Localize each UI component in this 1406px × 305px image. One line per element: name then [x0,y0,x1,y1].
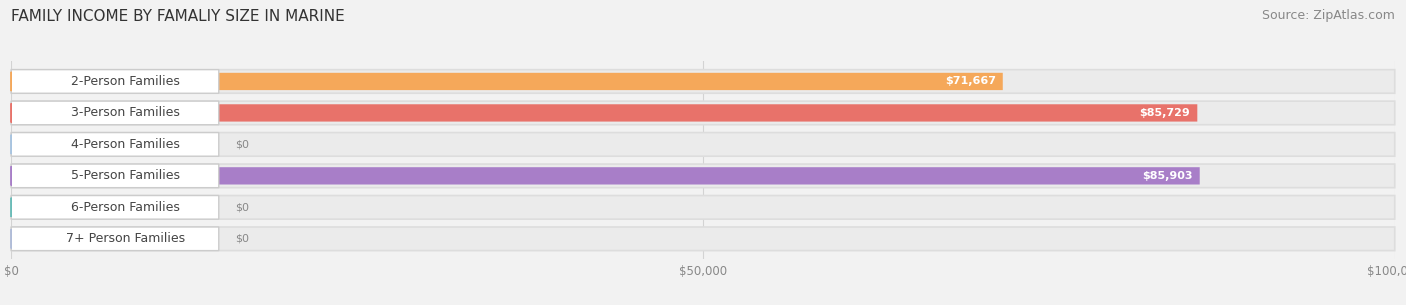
FancyBboxPatch shape [11,70,1395,93]
Text: Source: ZipAtlas.com: Source: ZipAtlas.com [1261,9,1395,22]
Text: $0: $0 [235,139,249,149]
Text: $71,667: $71,667 [945,77,995,86]
Text: $0: $0 [235,234,249,244]
FancyBboxPatch shape [11,101,1395,125]
FancyBboxPatch shape [11,227,1395,251]
FancyBboxPatch shape [11,196,219,219]
FancyBboxPatch shape [11,104,1198,122]
Text: 7+ Person Families: 7+ Person Families [66,232,186,245]
FancyBboxPatch shape [11,164,1395,188]
Text: $85,729: $85,729 [1140,108,1191,118]
FancyBboxPatch shape [11,136,87,153]
Text: FAMILY INCOME BY FAMALIY SIZE IN MARINE: FAMILY INCOME BY FAMALIY SIZE IN MARINE [11,9,344,24]
FancyBboxPatch shape [11,199,87,216]
Text: 3-Person Families: 3-Person Families [70,106,180,120]
FancyBboxPatch shape [11,164,219,188]
FancyBboxPatch shape [11,70,219,93]
FancyBboxPatch shape [11,101,219,125]
FancyBboxPatch shape [11,167,1199,185]
FancyBboxPatch shape [11,227,219,251]
Text: $85,903: $85,903 [1142,171,1192,181]
FancyBboxPatch shape [11,196,1395,219]
Text: $0: $0 [235,202,249,212]
Text: 4-Person Families: 4-Person Families [70,138,180,151]
FancyBboxPatch shape [11,73,1002,90]
Text: 6-Person Families: 6-Person Families [70,201,180,214]
FancyBboxPatch shape [11,133,219,156]
FancyBboxPatch shape [11,133,1395,156]
FancyBboxPatch shape [11,230,87,247]
Text: 2-Person Families: 2-Person Families [70,75,180,88]
Text: 5-Person Families: 5-Person Families [70,169,180,182]
